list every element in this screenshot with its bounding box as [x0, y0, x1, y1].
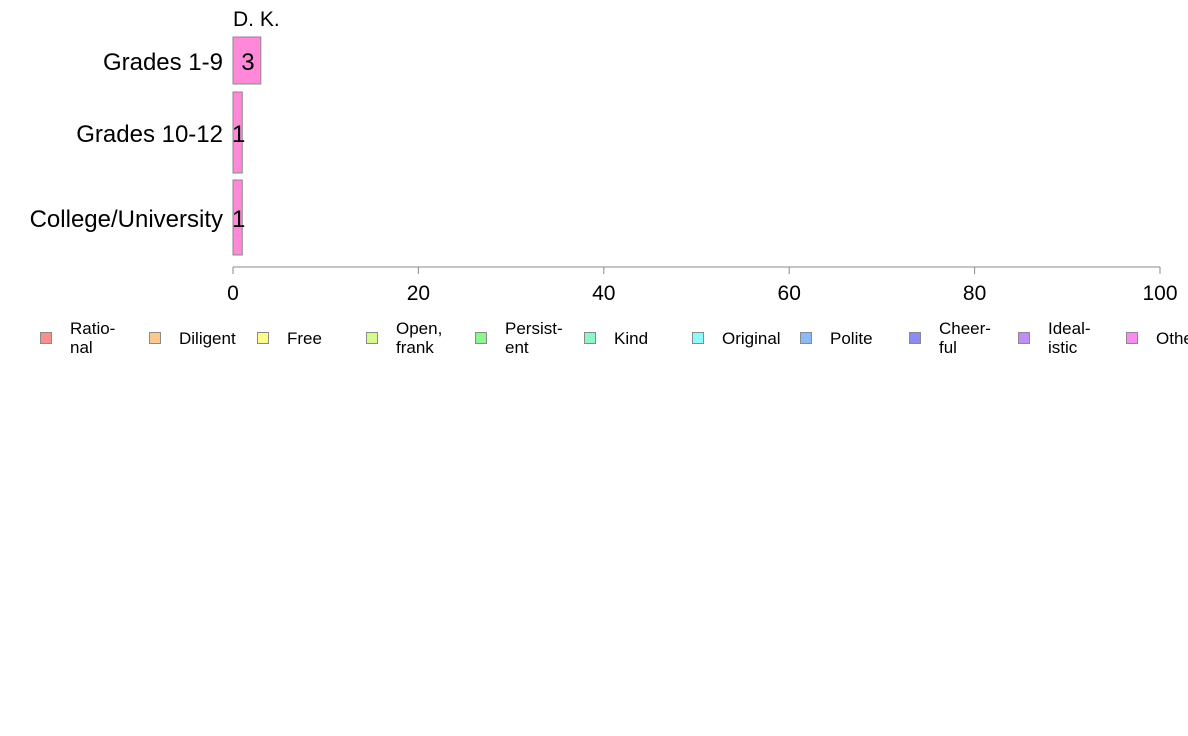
legend-label: Diligent: [179, 328, 236, 348]
category-labels: Grades 1-9 Grades 10-12 College/University: [30, 49, 223, 233]
category-label: Grades 1-9: [103, 49, 223, 76]
legend-item: Ideal- istic: [1018, 316, 1091, 360]
legend-item: Open, frank: [366, 316, 442, 360]
legend-swatch: [909, 332, 921, 344]
legend: Ratio- nal Diligent Free Open, frank Persist…: [0, 316, 1188, 366]
bar: [232, 179, 243, 256]
x-tick-label: 40: [592, 282, 615, 305]
x-tick-label: 60: [778, 282, 801, 305]
bar-value-label: 1: [232, 121, 245, 148]
legend-label: Ratio- nal: [70, 319, 116, 357]
x-tick-label: 100: [1142, 282, 1177, 305]
legend-label: Kind: [614, 328, 649, 348]
bar: [232, 36, 262, 85]
legend-swatch: [692, 332, 704, 344]
bar-value-label: 3: [241, 49, 254, 76]
legend-label: Polite: [830, 328, 873, 348]
legend-swatch: [1126, 332, 1138, 344]
legend-item: Diligent: [149, 316, 236, 360]
legend-item: Kind: [584, 316, 648, 360]
legend-item: Other: [1126, 316, 1188, 360]
x-axis: 0 20 40 60 80 100: [227, 266, 1178, 305]
legend-label: Cheer- ful: [939, 319, 991, 357]
legend-swatch: [366, 332, 378, 344]
legend-item: Free: [257, 316, 322, 360]
legend-label: Ideal- istic: [1048, 319, 1091, 357]
legend-label: Free: [287, 328, 322, 348]
legend-swatch: [1018, 332, 1030, 344]
legend-label: Original: [722, 328, 781, 348]
legend-swatch: [584, 332, 596, 344]
legend-label: Other: [1156, 328, 1188, 348]
x-tick-label: 0: [227, 282, 239, 305]
bar: [232, 91, 243, 174]
category-label: College/University: [30, 206, 223, 233]
legend-swatch: [475, 332, 487, 344]
chart-title: D. K.: [233, 8, 280, 31]
bar-value-label: 1: [232, 206, 245, 233]
legend-item: Original: [692, 316, 781, 360]
category-label: Grades 10-12: [76, 121, 223, 148]
legend-swatch: [149, 332, 161, 344]
legend-label: Persist- ent: [505, 319, 563, 357]
legend-swatch: [257, 332, 269, 344]
legend-swatch: [40, 332, 52, 344]
legend-item: Ratio- nal: [40, 316, 115, 360]
legend-item: Polite: [800, 316, 873, 360]
bars-group: 3 1 1: [232, 36, 262, 256]
x-tick-label: 20: [407, 282, 430, 305]
x-tick-label: 80: [963, 282, 986, 305]
bar-chart: D. K. 3 1 1 Grades 1-9 Grades 10-12 College/…: [30, 8, 1178, 305]
legend-label: Open, frank: [396, 319, 443, 357]
legend-item: Persist- ent: [475, 316, 563, 360]
legend-swatch: [800, 332, 812, 344]
legend-item: Cheer- ful: [909, 316, 991, 360]
